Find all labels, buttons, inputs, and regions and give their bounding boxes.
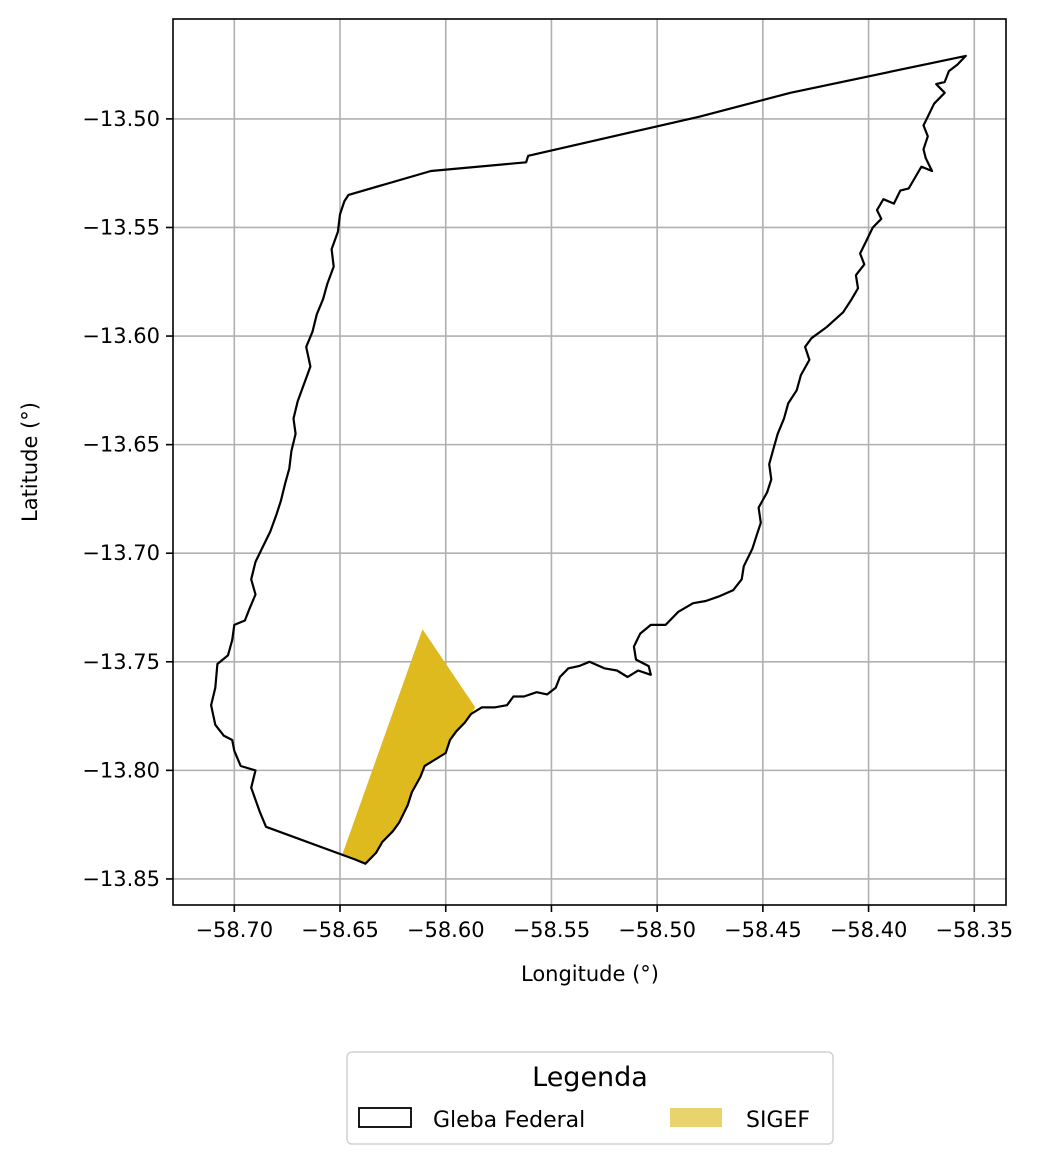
legend-label-gleba-federal: Gleba Federal: [433, 1108, 585, 1133]
x-tick-label: −58.35: [935, 918, 1013, 942]
y-tick-label: −13.80: [82, 758, 160, 782]
map-layers: [210, 54, 967, 865]
legend-swatch-gleba-federal: [358, 1107, 412, 1128]
y-tick-label: −13.65: [82, 433, 160, 457]
x-tick-label: −58.55: [513, 918, 591, 942]
gleba-federal-boundary: [210, 54, 967, 865]
x-tick-label: −58.45: [724, 918, 802, 942]
x-tick-label: −58.60: [407, 918, 485, 942]
x-tick-label: −58.65: [301, 918, 379, 942]
x-tick-label: −58.50: [618, 918, 696, 942]
legend-label-sigef: SIGEF: [746, 1108, 810, 1133]
legend: Legenda Gleba Federal SIGEF: [346, 1051, 834, 1145]
x-tick-label: −58.70: [195, 918, 273, 942]
y-tick-label: −13.85: [82, 867, 160, 891]
y-tick-label: −13.75: [82, 650, 160, 674]
y-tick-label: −13.60: [82, 324, 160, 348]
y-axis-label: Latitude (°): [18, 402, 42, 522]
plot-frame: [172, 18, 1007, 906]
sigef-area: [342, 629, 476, 864]
axis-ticks: −58.70 −58.65 −58.60 −58.55 −58.50 −58.45 −58.…: [82, 107, 1013, 942]
x-tick-label: −58.40: [830, 918, 908, 942]
y-tick-label: −13.70: [82, 541, 160, 565]
legend-title: Legenda: [532, 1062, 648, 1093]
y-tick-label: −13.55: [82, 215, 160, 239]
legend-swatch-sigef: [670, 1108, 722, 1127]
y-tick-label: −13.50: [82, 107, 160, 131]
x-axis-label: Longitude (°): [521, 962, 659, 986]
